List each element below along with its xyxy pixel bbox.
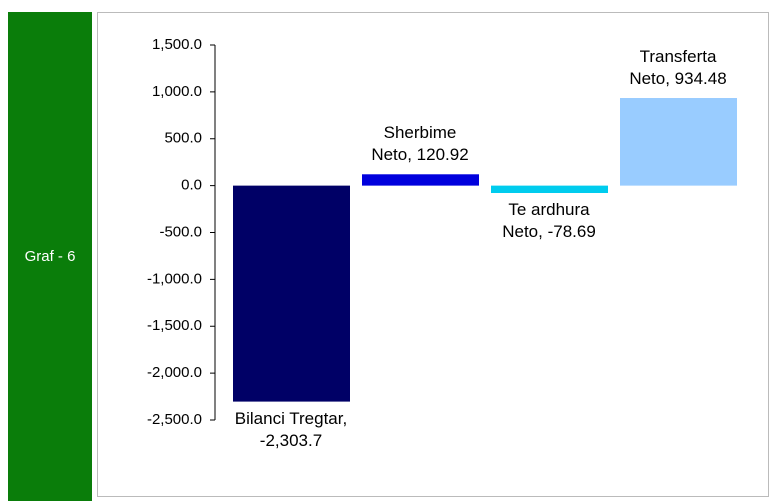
y-tick-label: 1,500.0 (152, 36, 202, 53)
y-tick-label: -500.0 (159, 223, 202, 240)
y-tick-label: -1,000.0 (147, 270, 202, 287)
bar (233, 185, 350, 402)
data-label: Transferta Neto, 934.48 (629, 47, 727, 89)
data-label: Bilanci Tregtar, -2,303.7 (234, 408, 348, 450)
data-label: Te ardhura Neto, -78.69 (502, 200, 596, 241)
y-tick-label: -1,500.0 (147, 317, 202, 334)
bar (362, 174, 479, 186)
y-tick-label: 0.0 (181, 177, 202, 194)
y-tick-label: 1,000.0 (152, 83, 202, 100)
bar (491, 185, 608, 194)
y-tick-label: -2,500.0 (147, 411, 202, 428)
data-label: Sherbime Neto, 120.92 (371, 123, 469, 165)
chart-frame (97, 12, 769, 497)
y-tick-label: -2,000.0 (147, 364, 202, 381)
side-label: Graf - 6 (8, 12, 92, 501)
bar (620, 98, 737, 186)
y-tick-label: 500.0 (164, 130, 202, 147)
